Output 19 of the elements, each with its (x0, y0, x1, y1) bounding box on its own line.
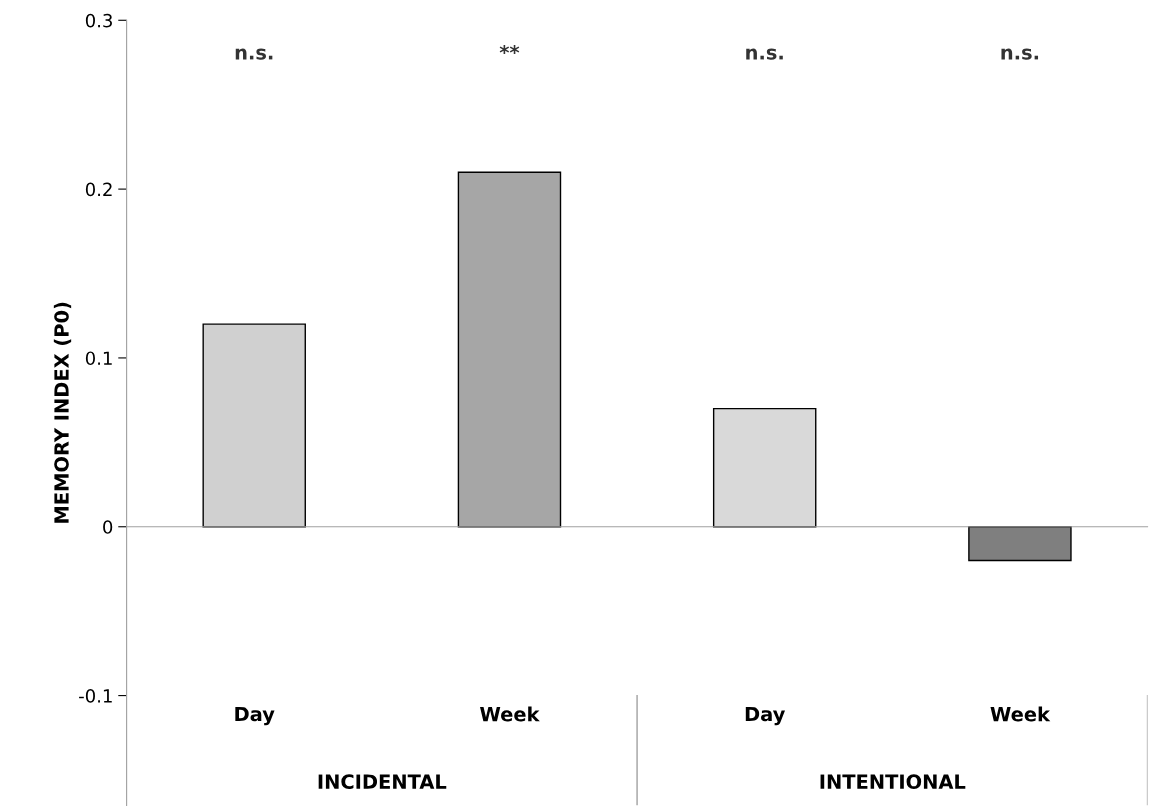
annotation: n.s. (746, 48, 783, 60)
annotation: n.s. (235, 48, 273, 60)
x-tick-label: Week (480, 706, 540, 722)
annotation: INTENTIONAL (820, 774, 966, 790)
x-tick-label: Day (745, 706, 786, 726)
bar (202, 323, 306, 528)
x-tick-label: Day (235, 706, 275, 726)
annotation: n.s. (1001, 48, 1039, 60)
annotation: ** (499, 44, 520, 54)
y-tick-label: -0.1 (79, 689, 112, 703)
bar (712, 407, 817, 528)
x-tick-label: Week (990, 706, 1051, 722)
y-tick-label: 0 (103, 520, 113, 534)
y-tick-label: 0.3 (85, 13, 112, 28)
annotation: INCIDENTAL (318, 774, 447, 790)
bar (968, 526, 1072, 562)
y-tick-label: 0.2 (85, 182, 112, 197)
y-axis-title: MEMORY INDEX (P0) (53, 302, 72, 523)
y-tick-label: 0.1 (85, 351, 112, 366)
